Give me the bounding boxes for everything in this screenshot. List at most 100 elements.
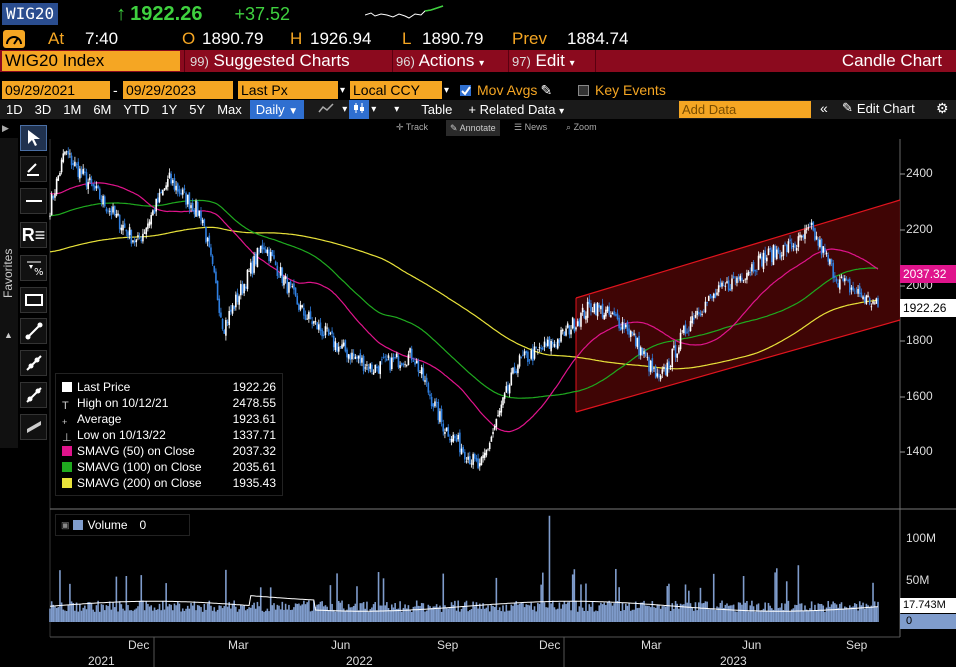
candle-body: [145, 227, 148, 235]
volume-bar: [261, 610, 264, 622]
channel-tool[interactable]: [20, 382, 47, 408]
ray-tool[interactable]: [20, 350, 47, 376]
volume-bar: [588, 604, 591, 622]
candle-body: [671, 349, 674, 368]
candle-body: [231, 304, 234, 314]
expand-left-icon[interactable]: ▶: [2, 123, 9, 133]
trendline-tool[interactable]: [20, 318, 47, 344]
volume-bar: [298, 603, 300, 622]
favorites-rail[interactable]: Favorites ▲: [0, 138, 18, 448]
table-button[interactable]: Table: [421, 102, 453, 117]
range-max[interactable]: Max: [217, 102, 242, 117]
range-1m[interactable]: 1M: [63, 102, 82, 117]
candle-body: [613, 311, 615, 316]
candle-body: [586, 301, 589, 318]
volume-bar: [653, 607, 655, 622]
volume-bar: [286, 609, 289, 622]
actions-menu[interactable]: 96) Actions ▾: [396, 51, 484, 71]
channel-lower-line[interactable]: [575, 319, 901, 413]
candle-body: [571, 317, 574, 329]
candle-body: [621, 321, 624, 330]
draw-tool[interactable]: [20, 156, 47, 182]
range-6m[interactable]: 6M: [93, 102, 112, 117]
suggested-charts-menu[interactable]: 99) Suggested Charts: [190, 51, 350, 71]
crosshair-icon: ✛: [396, 122, 404, 132]
ticker-symbol[interactable]: WIG20: [2, 3, 59, 25]
mov-avgs-checkbox[interactable]: [460, 84, 471, 96]
candle-body: [440, 408, 443, 423]
start-date-input[interactable]: 09/29/2021: [2, 81, 110, 99]
track-button[interactable]: ✛ Track: [396, 122, 428, 133]
mov-avgs-toggle[interactable]: Mov Avgs ✎: [460, 82, 552, 99]
candle-chart-icon[interactable]: [349, 100, 370, 119]
candle-body: [75, 163, 78, 165]
edit-chart-button[interactable]: ✎ Edit Chart: [842, 100, 915, 116]
key-events-toggle[interactable]: Key Events: [578, 82, 666, 98]
sma200-line[interactable]: [49, 226, 879, 370]
candle-body: [356, 356, 358, 359]
horizontal-line-tool[interactable]: [20, 188, 47, 214]
zoom-button[interactable]: ⌕ Zoom: [566, 122, 597, 133]
channel-upper-line[interactable]: [575, 199, 901, 299]
menu-divider: [595, 50, 596, 72]
candle-body: [342, 342, 345, 346]
candle-body: [165, 185, 167, 190]
pencil-icon[interactable]: ✎: [540, 81, 553, 98]
key-events-checkbox[interactable]: [578, 84, 589, 96]
volume-bars[interactable]: [49, 515, 879, 622]
volume-bar: [681, 604, 684, 622]
line-chart-caret-icon[interactable]: ▾: [342, 104, 348, 115]
regression-channel-fill[interactable]: [576, 200, 900, 412]
currency-caret-icon[interactable]: ▾: [444, 84, 450, 96]
fib-tool[interactable]: %: [20, 255, 47, 281]
candle-body: [775, 249, 778, 259]
annotate-button[interactable]: ✎ Annotate: [446, 120, 500, 136]
candle-body: [696, 310, 698, 316]
text-tool[interactable]: R≡: [20, 222, 47, 248]
low-label: L: [402, 29, 412, 48]
chart-type-label[interactable]: Candle Chart: [841, 51, 942, 70]
security-field[interactable]: WIG20 Index: [2, 51, 180, 71]
line-chart-icon[interactable]: [312, 100, 340, 119]
gear-icon[interactable]: ⚙: [936, 100, 949, 116]
range-3d[interactable]: 3D: [34, 102, 52, 117]
range-1y[interactable]: 1Y: [161, 102, 178, 117]
volume-bar: [138, 600, 141, 622]
hatch-tool[interactable]: [20, 414, 47, 440]
more-caret-icon[interactable]: ▾: [394, 104, 400, 115]
rectangle-tool[interactable]: [20, 287, 47, 313]
range-ytd[interactable]: YTD: [123, 102, 150, 117]
volume-bar: [445, 607, 448, 622]
chart-legend[interactable]: Last Price 1922.26 T High on 10/12/21 24…: [55, 373, 283, 496]
pointer-tool[interactable]: [20, 125, 47, 151]
edit-menu[interactable]: 97) Edit ▾: [512, 51, 575, 71]
currency-select[interactable]: Local CCY: [350, 81, 442, 99]
candle-body: [610, 315, 612, 318]
range-1d[interactable]: 1D: [6, 102, 23, 117]
volume-legend[interactable]: ▣ Volume 0: [55, 514, 190, 536]
candle-body: [762, 252, 765, 270]
collapse-icon[interactable]: «: [820, 100, 828, 116]
volume-bar: [371, 607, 373, 622]
sma50-line[interactable]: [49, 182, 879, 433]
news-button[interactable]: ☰ News: [514, 122, 547, 133]
volume-bar: [528, 605, 531, 622]
candle-body: [673, 345, 675, 348]
related-data-button[interactable]: + Related Data ▾: [462, 100, 570, 119]
price-field-select[interactable]: Last Px: [238, 81, 338, 99]
candle-body: [634, 336, 637, 346]
candlestick-series[interactable]: [49, 147, 879, 471]
end-date-input[interactable]: 09/29/2023: [123, 81, 233, 99]
candle-body: [561, 329, 564, 332]
range-5y[interactable]: 5Y: [189, 102, 206, 117]
candle-body: [863, 297, 866, 302]
add-data-input[interactable]: Add Data: [679, 101, 811, 118]
candle-chart-caret-icon[interactable]: ▾: [371, 104, 377, 115]
volume-bar: [483, 608, 486, 622]
volume-bar: [603, 602, 606, 622]
candle-body: [573, 319, 576, 332]
volume-legend-value: 0: [139, 518, 147, 532]
price-field-caret-icon[interactable]: ▾: [340, 84, 346, 96]
frequency-select[interactable]: Daily ▼: [249, 100, 305, 119]
